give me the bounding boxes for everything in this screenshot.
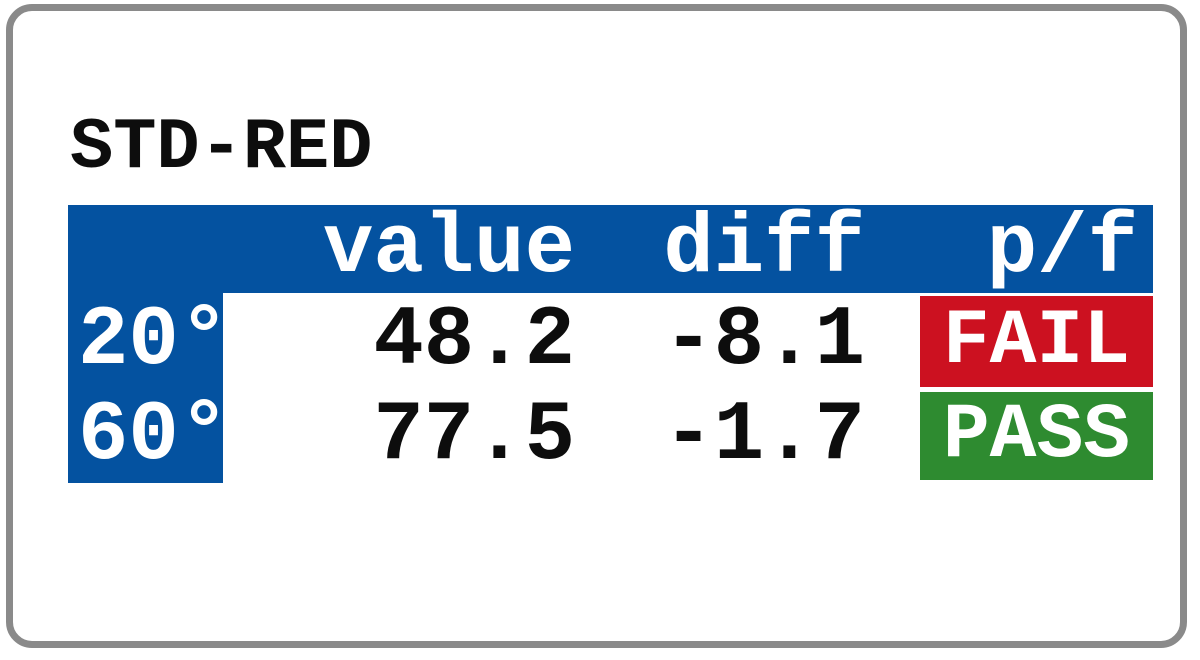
status-badge-fail: FAIL — [920, 296, 1153, 387]
angle-label-60: 60° — [78, 388, 230, 484]
table-header-row: value diff p/f — [68, 201, 1153, 297]
angle-label-20: 20° — [78, 293, 230, 389]
diff-cell-60: -1.7 — [663, 388, 865, 484]
table-row: 20° 48.2 -8.1 — [68, 293, 1153, 389]
standard-name-title: STD-RED — [70, 107, 373, 189]
value-cell-20: 48.2 — [373, 293, 575, 389]
column-header-pass-fail: p/f — [986, 201, 1138, 297]
value-cell-60: 77.5 — [373, 388, 575, 484]
status-badge-pass: PASS — [920, 392, 1153, 480]
column-header-value: value — [322, 201, 575, 297]
column-header-diff: diff — [663, 201, 865, 297]
diff-cell-20: -8.1 — [663, 293, 865, 389]
table-row: 60° 77.5 -1.7 — [68, 388, 1153, 484]
